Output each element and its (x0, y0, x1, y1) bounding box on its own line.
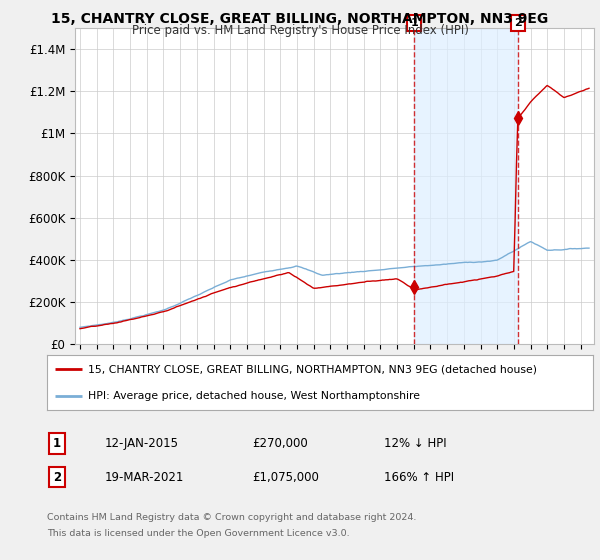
Text: 2: 2 (514, 18, 521, 28)
Text: 2: 2 (53, 470, 61, 484)
Bar (415, 28, 518, 344)
Text: 1: 1 (53, 437, 61, 450)
Text: £1,075,000: £1,075,000 (252, 470, 319, 484)
Text: This data is licensed under the Open Government Licence v3.0.: This data is licensed under the Open Gov… (47, 529, 349, 538)
Text: 15, CHANTRY CLOSE, GREAT BILLING, NORTHAMPTON, NN3 9EG: 15, CHANTRY CLOSE, GREAT BILLING, NORTHA… (52, 12, 548, 26)
Text: 1: 1 (410, 18, 418, 28)
Text: 15, CHANTRY CLOSE, GREAT BILLING, NORTHAMPTON, NN3 9EG (detached house): 15, CHANTRY CLOSE, GREAT BILLING, NORTHA… (88, 365, 537, 374)
Text: £270,000: £270,000 (252, 437, 308, 450)
Text: Price paid vs. HM Land Registry's House Price Index (HPI): Price paid vs. HM Land Registry's House … (131, 24, 469, 37)
Text: 19-MAR-2021: 19-MAR-2021 (105, 470, 184, 484)
Text: 166% ↑ HPI: 166% ↑ HPI (384, 470, 454, 484)
Text: 12% ↓ HPI: 12% ↓ HPI (384, 437, 446, 450)
Text: Contains HM Land Registry data © Crown copyright and database right 2024.: Contains HM Land Registry data © Crown c… (47, 514, 416, 522)
Text: 12-JAN-2015: 12-JAN-2015 (105, 437, 179, 450)
Text: HPI: Average price, detached house, West Northamptonshire: HPI: Average price, detached house, West… (88, 391, 420, 400)
